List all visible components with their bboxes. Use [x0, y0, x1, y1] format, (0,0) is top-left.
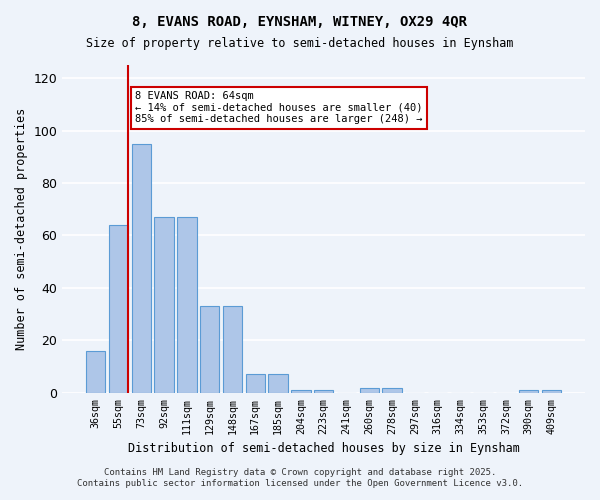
Bar	[519, 390, 538, 393]
Bar	[268, 374, 288, 393]
Text: Contains HM Land Registry data © Crown copyright and database right 2025.
Contai: Contains HM Land Registry data © Crown c…	[77, 468, 523, 487]
Bar	[200, 306, 220, 393]
Bar	[382, 388, 402, 393]
Text: 8 EVANS ROAD: 64sqm
← 14% of semi-detached houses are smaller (40)
85% of semi-d: 8 EVANS ROAD: 64sqm ← 14% of semi-detach…	[135, 91, 422, 124]
Bar	[314, 390, 334, 393]
Bar	[245, 374, 265, 393]
Y-axis label: Number of semi-detached properties: Number of semi-detached properties	[15, 108, 28, 350]
Bar	[291, 390, 311, 393]
Bar	[131, 144, 151, 393]
Bar	[223, 306, 242, 393]
Text: Size of property relative to semi-detached houses in Eynsham: Size of property relative to semi-detach…	[86, 38, 514, 51]
Bar	[359, 388, 379, 393]
Bar	[154, 217, 174, 393]
Text: 8, EVANS ROAD, EYNSHAM, WITNEY, OX29 4QR: 8, EVANS ROAD, EYNSHAM, WITNEY, OX29 4QR	[133, 15, 467, 29]
X-axis label: Distribution of semi-detached houses by size in Eynsham: Distribution of semi-detached houses by …	[128, 442, 520, 455]
Bar	[177, 217, 197, 393]
Bar	[542, 390, 561, 393]
Bar	[109, 225, 128, 393]
Bar	[86, 351, 106, 393]
